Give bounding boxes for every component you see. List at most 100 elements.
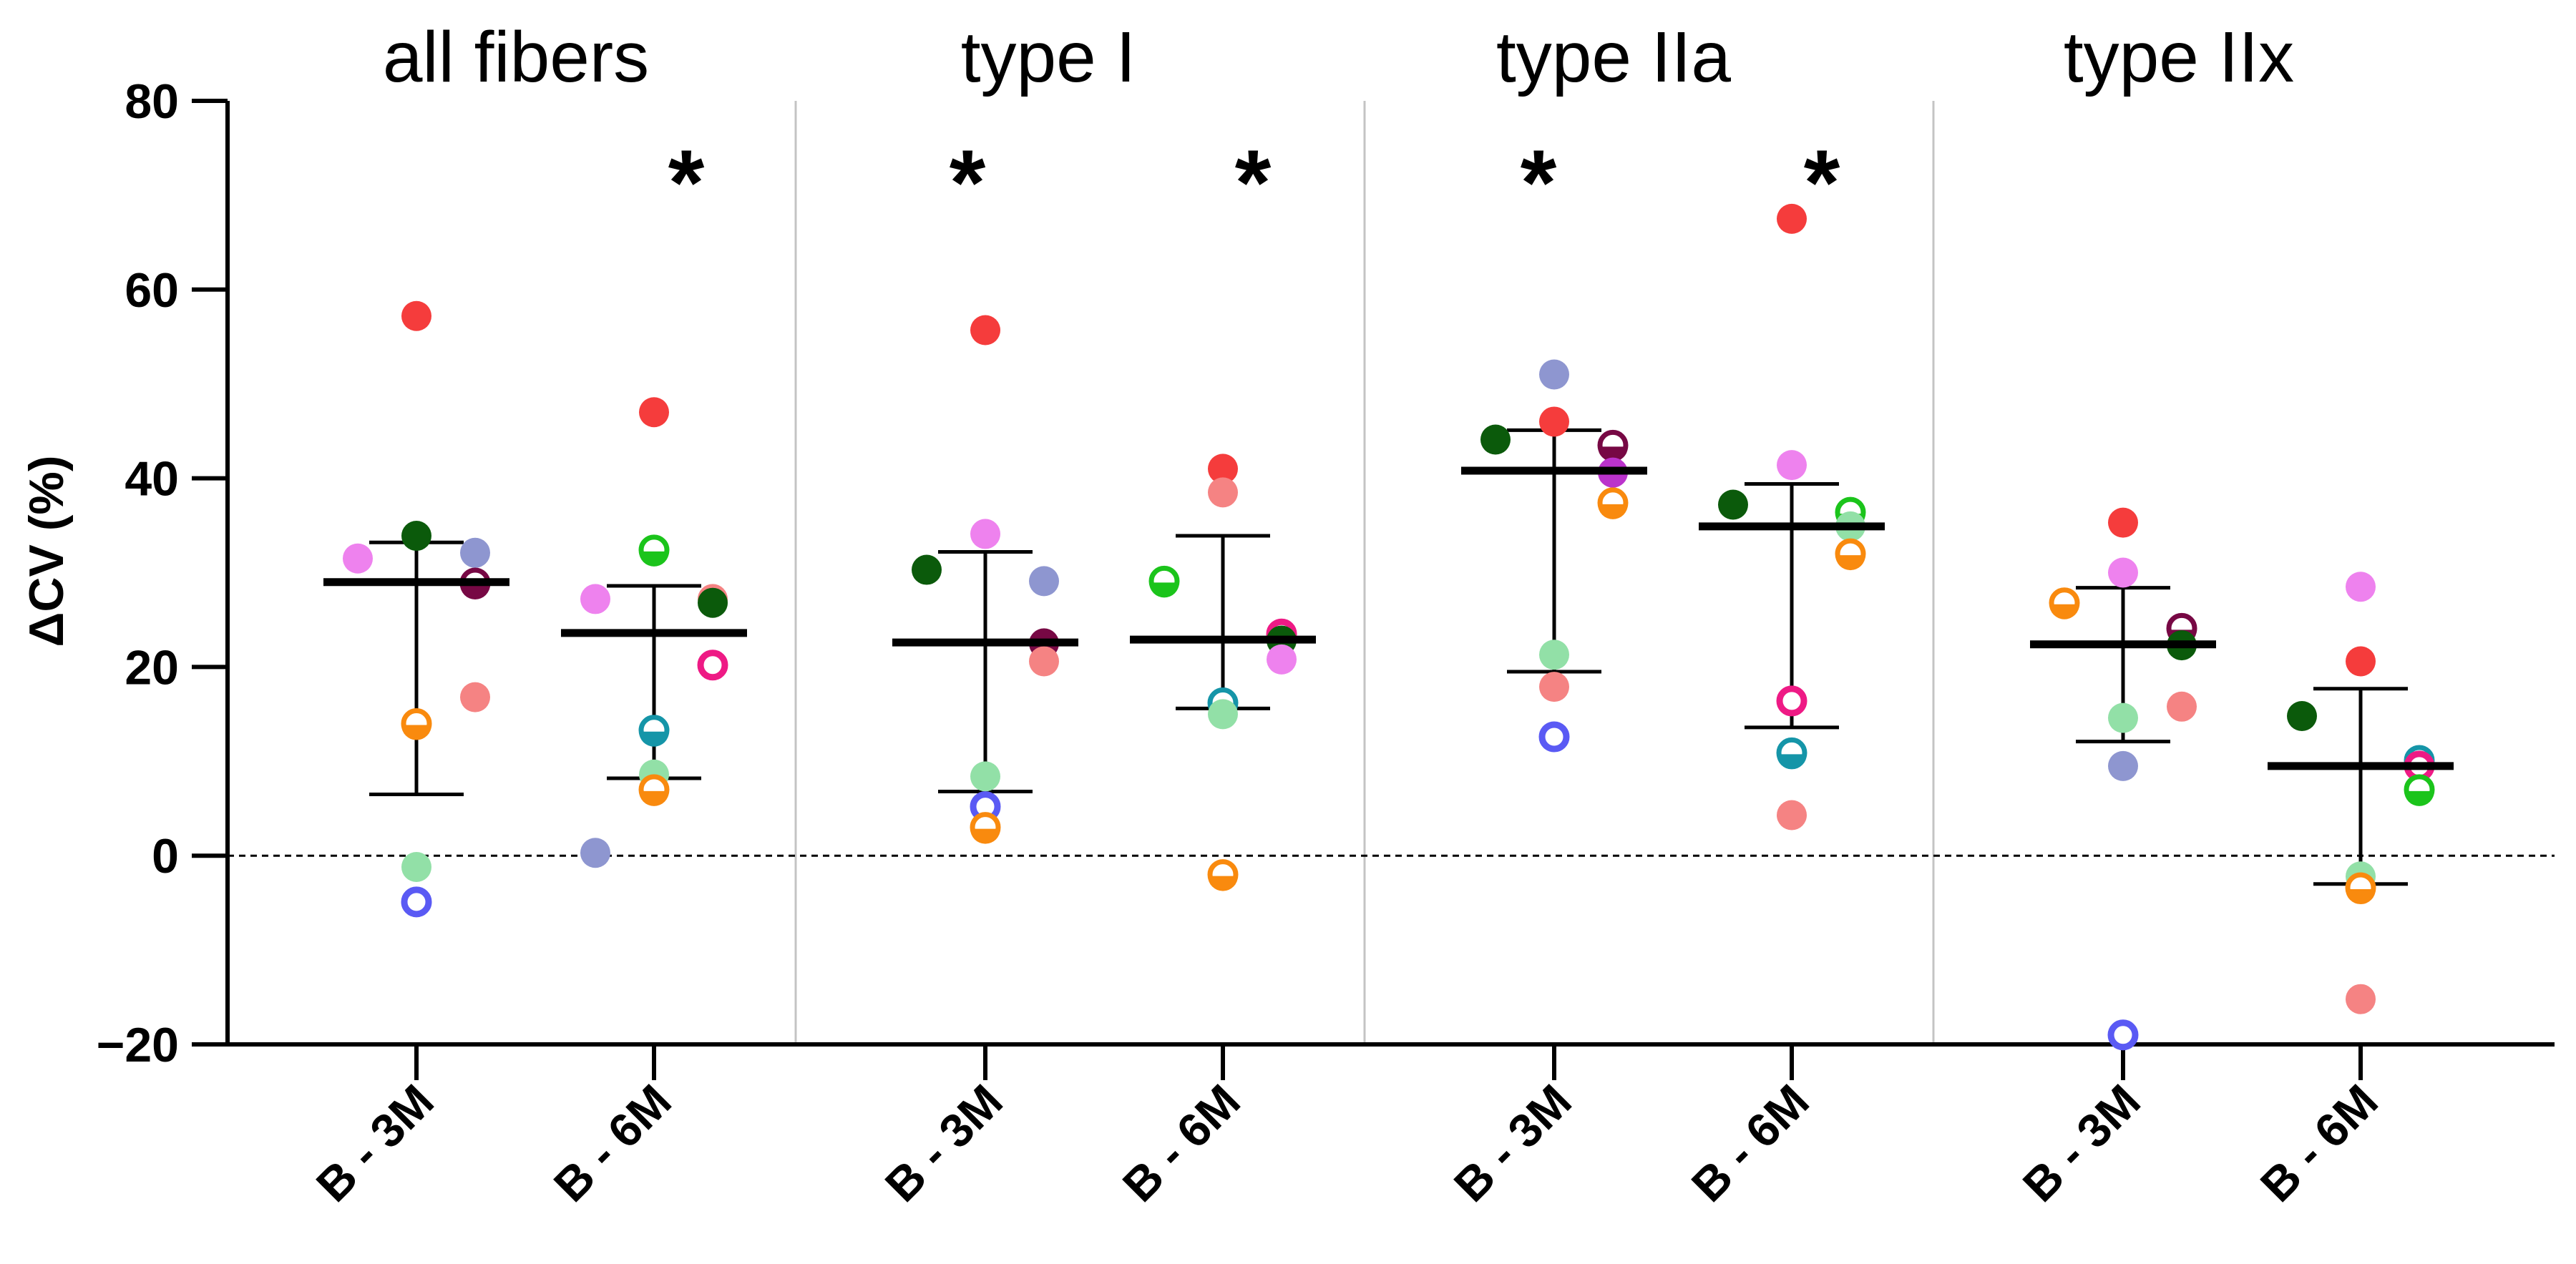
data-point [1835,538,1866,571]
data-point [1480,424,1511,455]
point-half-fill [1598,504,1628,519]
data-point [2345,872,2376,905]
data-point [639,397,669,428]
x-tick-label: B - 3M [1444,1074,1581,1212]
data-point [912,554,942,585]
data-point [1777,450,1807,481]
data-point [1539,406,1569,437]
point-half-fill [1598,446,1628,462]
data-point [970,812,1001,844]
data-point [1539,640,1569,670]
x-tick-label: B - 3M [306,1074,444,1212]
data-point [580,584,610,614]
data-point [460,682,490,712]
y-tick-label: −20 [97,1018,179,1072]
data-point [2346,646,2376,677]
data-point [401,521,431,552]
data-point [2049,587,2080,619]
data-point [698,587,728,618]
panel-title: type I [961,17,1136,97]
y-tick-label: 40 [125,452,179,506]
chart-text: −20 0 20 40 60 80 ΔCV (%) all fibers B - 3M B - 6… [19,17,2388,1212]
data-point [343,543,373,574]
data-point [1208,477,1238,508]
data-point [2108,507,2138,538]
significance-star: * [1804,130,1840,235]
data-point [638,715,670,747]
data-point [1776,685,1807,717]
data-point [970,315,1000,346]
data-point [1208,454,1238,484]
y-tick-label: 60 [125,263,179,318]
data-point [1777,800,1807,831]
data-point [401,886,432,918]
data-point [1538,721,1570,753]
data-point [1718,489,1748,520]
x-tick-label: B - 6M [2250,1074,2388,1212]
data-point [1207,859,1239,891]
data-point [1267,644,1297,675]
significance-star: * [1235,130,1272,235]
data-point [1148,565,1180,598]
data-point [401,852,431,883]
data-point [2167,691,2197,722]
point-half-fill [1208,876,1238,891]
data-point [1597,487,1629,519]
x-tick-label: B - 6M [1682,1074,1819,1212]
data-point [1539,359,1569,390]
data-marks [323,203,2454,1051]
panel-dividers [794,101,1935,1044]
point-half-fill [1835,555,1865,571]
data-point [638,774,670,806]
point-half-fill [1777,754,1807,770]
data-point [970,519,1000,549]
data-point [2404,774,2435,806]
data-point [460,537,490,568]
data-point [580,838,610,868]
data-point [401,708,432,740]
point-half-fill [1149,582,1179,598]
data-point [2108,750,2138,781]
data-point [1777,203,1807,234]
point-half-fill [460,584,490,600]
data-point [2107,1019,2139,1051]
data-point [401,300,431,331]
point-half-fill [401,725,431,740]
point-half-fill [970,828,1000,844]
x-tick-label: B - 6M [544,1074,681,1212]
significance-star: * [1521,130,1557,235]
data-point [638,534,670,567]
data-point [697,650,728,681]
panel-title: type IIa [1496,17,1731,97]
point-half-fill [2049,604,2079,619]
significance-star: * [950,130,986,235]
point-half-fill [639,790,669,806]
significance-star: * [668,130,705,235]
data-point [2346,572,2376,602]
y-tick-label: 0 [152,829,179,883]
point-half-fill [2404,790,2434,806]
point-half-fill [639,551,669,567]
point-half-fill [639,731,669,747]
data-point [2287,700,2317,731]
axes [192,99,2555,1080]
y-tick-label: 80 [125,74,179,129]
data-point [1539,672,1569,702]
panel-title: type IIx [2064,17,2294,97]
x-tick-label: B - 3M [875,1074,1013,1212]
data-point [2108,702,2138,733]
y-axis-label: ΔCV (%) [19,456,74,647]
y-tick-label: 20 [125,640,179,695]
data-point [1208,699,1238,730]
x-tick-label: B - 3M [2013,1074,2150,1212]
data-point [970,761,1000,792]
data-point [1776,737,1807,770]
data-point [1597,429,1629,462]
data-point [2108,557,2138,588]
point-half-fill [2346,889,2376,905]
data-point [1029,646,1059,677]
data-point [2346,984,2376,1014]
data-point [1029,566,1059,597]
x-tick-label: B - 6M [1113,1074,1250,1212]
